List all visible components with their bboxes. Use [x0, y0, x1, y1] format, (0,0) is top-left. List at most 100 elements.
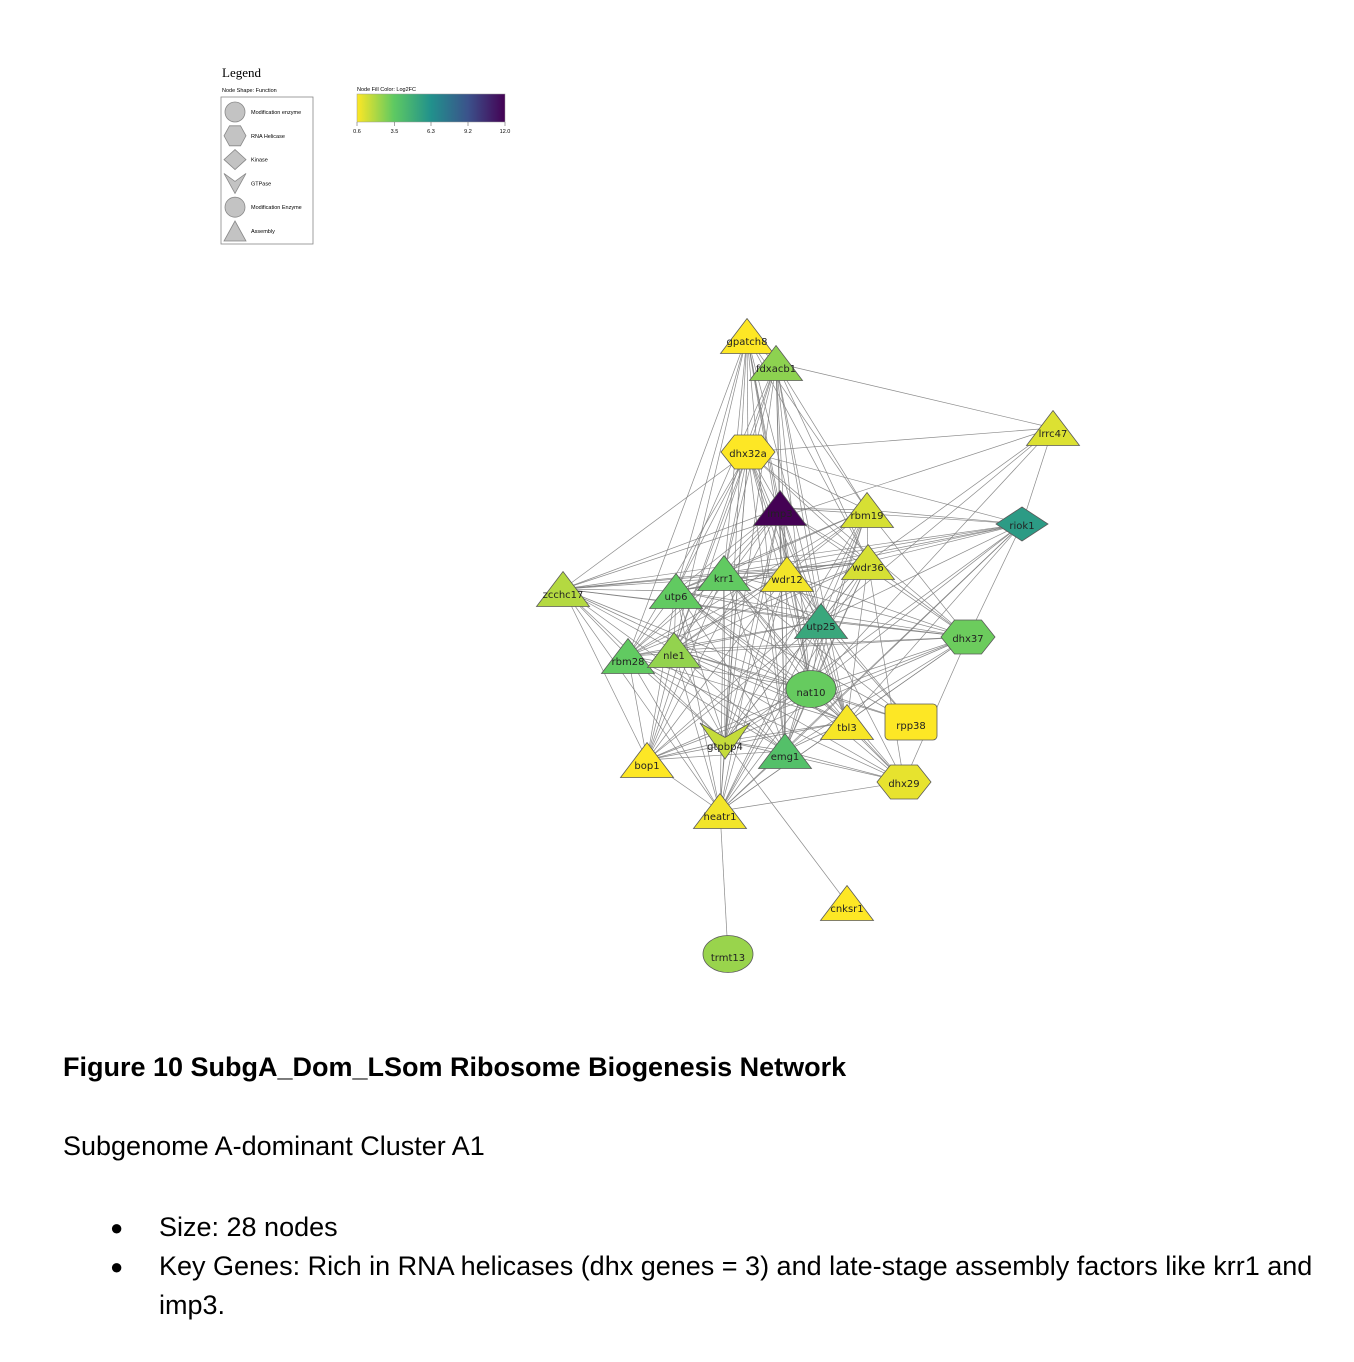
edge-dhx32a-krr1 — [723, 451, 749, 574]
node-rpp38-label: rpp38 — [896, 721, 926, 732]
node-trmt13[interactable]: trmt13 — [702, 935, 754, 973]
node-zcchc17[interactable]: zcchc17 — [535, 570, 591, 607]
node-riok1[interactable]: riok1 — [995, 506, 1049, 542]
node-emg1-shape — [757, 732, 813, 769]
node-bop1[interactable]: bop1 — [619, 741, 675, 778]
node-gpatch8[interactable]: gpatch8 — [719, 317, 775, 354]
node-rbm28[interactable]: rbm28 — [600, 637, 656, 674]
node-krr1-label: krr1 — [714, 574, 734, 585]
legend-shape-item: GTPase — [223, 173, 271, 195]
node-utp25[interactable]: utp25 — [793, 602, 849, 639]
edge-wdr12-gtpbp4 — [724, 573, 788, 742]
edge-dhx32a-dhx37 — [747, 451, 969, 638]
node-krr1-shape — [696, 554, 752, 591]
edge-dhx37-nat10 — [810, 636, 969, 690]
edge-rbm19-riok1 — [866, 509, 1023, 525]
node-heatr1-shape — [692, 792, 748, 829]
edge-gpatch8-utp25 — [746, 335, 822, 622]
edge-riok1-wdr36 — [867, 523, 1023, 563]
node-imp3-shape — [752, 489, 808, 526]
edge-utp6-gtpbp4 — [675, 590, 726, 742]
node-rpp38-shape — [884, 703, 938, 741]
node-imp3[interactable]: imp3 — [752, 489, 808, 526]
node-rpp38[interactable]: rpp38 — [884, 703, 938, 741]
edge-dhx37-gtpbp4 — [724, 636, 969, 742]
edge-emg1-bop1 — [646, 750, 786, 761]
edge-dhx32a-wdr36 — [747, 451, 869, 563]
edge-rbm28-dhx29 — [627, 655, 905, 783]
node-zcchc17-shape — [535, 570, 591, 607]
edge-utp6-utp25 — [675, 590, 822, 622]
legend-tick-label: 6.3 — [427, 129, 435, 135]
node-krr1[interactable]: krr1 — [696, 554, 752, 591]
node-lrrc47[interactable]: lrrc47 — [1025, 409, 1081, 446]
node-wdr36-label: wdr36 — [852, 563, 883, 574]
node-gtpbp4-shape — [699, 722, 751, 760]
edge-gtpbp4-bop1 — [646, 740, 726, 761]
node-fdxacb1-shape — [748, 344, 804, 381]
node-dhx29-shape — [876, 764, 932, 800]
legend-shape-item: Modification Enzyme — [224, 196, 302, 218]
edge-gpatch8-utp6 — [675, 335, 748, 592]
edge-heatr1-trmt13 — [719, 810, 729, 955]
node-rbm19[interactable]: rbm19 — [839, 491, 895, 528]
edge-dhx32a-riok1 — [747, 451, 1023, 525]
edge-utp6-heatr1 — [675, 590, 721, 812]
node-tbl3-label: tbl3 — [837, 723, 856, 734]
edge-gpatch8-rbm28 — [627, 335, 748, 657]
legend-shape-label: GTPase — [251, 181, 271, 187]
edge-utp25-gtpbp4 — [724, 620, 822, 742]
legend-title: Legend — [222, 65, 261, 80]
edge-riok1-zcchc17 — [562, 523, 1023, 590]
edge-dhx32a-nle1 — [673, 451, 749, 651]
node-wdr12-label: wdr12 — [771, 575, 802, 586]
node-nle1[interactable]: nle1 — [646, 631, 702, 668]
edge-lrrc47-utp25 — [820, 427, 1054, 622]
edge-rbm19-nat10 — [810, 509, 868, 690]
node-wdr12[interactable]: wdr12 — [759, 555, 815, 592]
node-cnksr1[interactable]: cnksr1 — [819, 884, 875, 921]
edge-krr1-heatr1 — [719, 572, 725, 812]
node-heatr1[interactable]: heatr1 — [692, 792, 748, 829]
node-dhx37[interactable]: dhx37 — [940, 619, 996, 655]
legend-shape-label: RNA Helicase — [251, 134, 285, 140]
edge-fdxacb1-utp6 — [675, 362, 777, 592]
edge-gtpbp4-cnksr1 — [724, 740, 848, 904]
node-wdr12-shape — [759, 555, 815, 592]
legend-shape-item: Assembly — [223, 220, 275, 242]
node-bop1-label: bop1 — [634, 761, 659, 772]
legend-tick-label: 9.2 — [464, 129, 472, 135]
edge-wdr12-emg1 — [784, 573, 788, 752]
node-emg1[interactable]: emg1 — [757, 732, 813, 769]
node-nat10-shape — [785, 670, 837, 708]
node-nle1-label: nle1 — [663, 651, 685, 662]
node-rbm28-shape — [600, 637, 656, 674]
edge-fdxacb1-gtpbp4 — [724, 362, 777, 742]
edge-zcchc17-utp6 — [562, 588, 677, 592]
node-fdxacb1-label: fdxacb1 — [756, 364, 796, 375]
node-tbl3-shape — [819, 703, 875, 740]
node-tbl3[interactable]: tbl3 — [819, 703, 875, 740]
node-fdxacb1[interactable]: fdxacb1 — [748, 344, 804, 381]
node-lrrc47-label: lrrc47 — [1039, 429, 1068, 440]
node-dhx29[interactable]: dhx29 — [876, 764, 932, 800]
node-utp6[interactable]: utp6 — [648, 572, 704, 609]
edge-dhx37-emg1 — [784, 636, 969, 752]
edge-fdxacb1-utp25 — [775, 362, 822, 622]
edge-zcchc17-nat10 — [562, 588, 812, 690]
node-dhx32a[interactable]: dhx32a — [720, 434, 776, 470]
legend-shape-item: RNA Helicase — [223, 125, 285, 147]
node-wdr36[interactable]: wdr36 — [840, 543, 896, 580]
edge-imp3-gtpbp4 — [724, 507, 781, 742]
node-nat10[interactable]: nat10 — [785, 670, 837, 708]
edge-riok1-krr1 — [723, 523, 1023, 574]
legend-hexagon-icon — [223, 125, 247, 147]
network-edges — [562, 335, 1054, 955]
figure-caption: Figure 10 SubgA_Dom_LSom Ribosome Biogen… — [63, 1052, 847, 1082]
edge-lrrc47-dhx32a — [747, 427, 1054, 453]
node-gtpbp4[interactable]: gtpbp4 — [699, 722, 751, 760]
node-trmt13-label: trmt13 — [711, 953, 745, 964]
edge-utp6-rpp38 — [675, 590, 912, 723]
legend-color-ticks: 0.6 3.5 6.3 9.2 12.0 — [353, 122, 510, 135]
edge-fdxacb1-tbl3 — [775, 362, 848, 723]
